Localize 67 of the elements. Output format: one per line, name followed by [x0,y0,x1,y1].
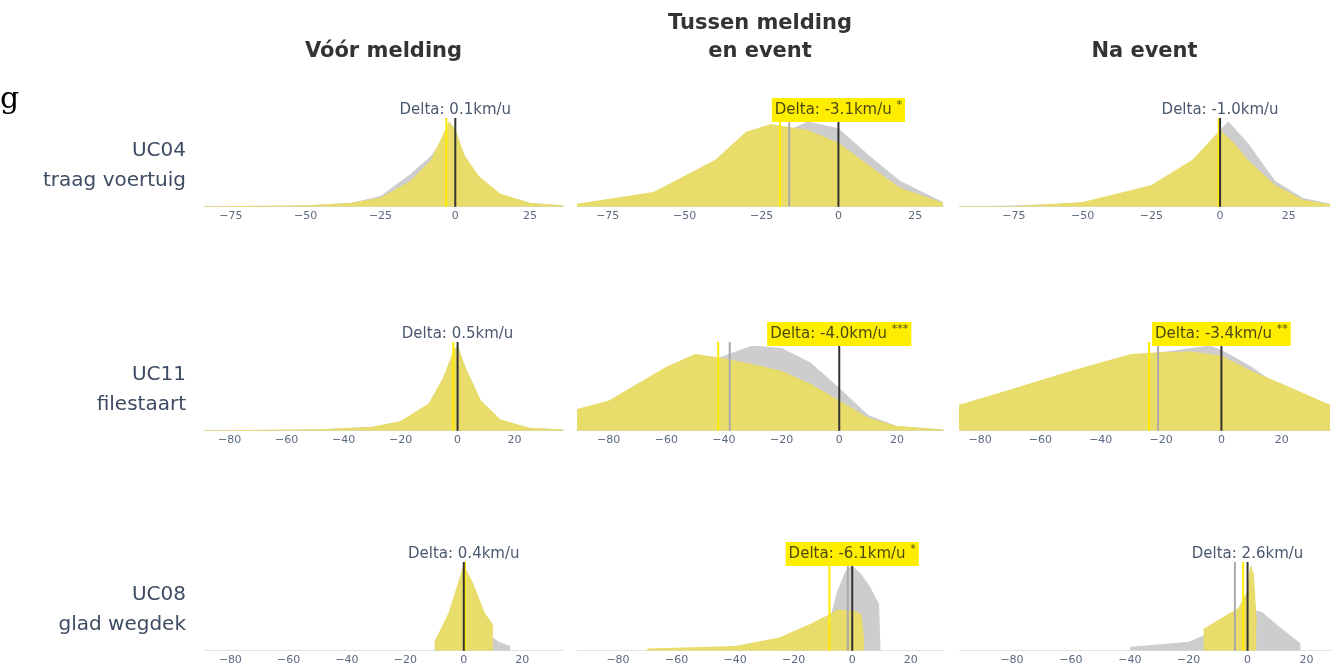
x-tick-label: −50 [294,209,318,223]
x-tick-label: −60 [1059,653,1083,667]
x-tick-label: 0 [834,209,842,223]
x-tick-label: −20 [782,653,806,667]
x-tick-label: 0 [848,653,856,667]
text: g [0,80,20,115]
x-tick-label: −60 [654,433,678,447]
chart-title: Vóór melding [303,37,464,64]
text: Delta: 2.6km/u [1191,543,1304,562]
x-tick-label: 25 [523,209,538,223]
x-tick-label: −20 [388,433,413,447]
chart-title: Tussen melding en event [667,9,853,64]
y-axis-title: UC04 traag voertuig [42,136,186,193]
x-tick-label: −40 [332,433,356,447]
x-tick-label: 20 [889,433,904,447]
x-tick-label: −40 [723,653,747,667]
text: Delta: -3.4km/u ** [1155,321,1289,342]
x-tick-label: 0 [460,653,468,667]
x-tick-label: 20 [1274,433,1289,447]
x-tick-label: −60 [275,433,299,447]
x-tick-label: 0 [1217,433,1225,447]
x-tick-label: 20 [903,653,918,667]
x-tick-label: −75 [596,209,620,223]
x-tick-label: −80 [968,433,992,447]
x-tick-label: −25 [368,209,393,223]
x-tick-label: −25 [749,209,774,223]
chart-title: Na event [1090,37,1199,64]
x-tick-label: 20 [1299,653,1314,667]
text: Delta: 0.4km/u [407,543,520,562]
x-tick-label: −50 [1071,209,1095,223]
y-axis-title: UC08 glad wegdek [57,580,186,637]
x-tick-label: −40 [1118,653,1142,667]
x-tick-label: −80 [218,653,242,667]
x-tick-label: −80 [597,433,621,447]
x-tick-label: −60 [277,653,301,667]
x-tick-label: −60 [664,653,689,667]
text: Delta: -1.0km/u [1161,99,1279,118]
y-axis-title: UC11 filestaart [95,360,186,417]
x-tick-label: −80 [218,433,242,447]
text: Delta: 0.5km/u [401,323,514,342]
x-tick-label: 0 [1244,653,1252,667]
x-tick-label: −80 [606,653,630,667]
x-tick-label: −20 [1177,653,1201,667]
x-tick-label: 0 [835,433,843,447]
x-tick-label: 0 [454,433,462,447]
x-tick-label: −20 [1149,433,1173,447]
text: Delta: -4.0km/u *** [770,321,909,342]
x-tick-label: 20 [515,653,530,667]
x-tick-label: −75 [1002,209,1026,223]
x-tick-label: −60 [1028,433,1053,447]
x-tick-label: −25 [1139,209,1163,223]
x-tick-label: 25 [1281,209,1296,223]
x-tick-label: −20 [770,433,794,447]
x-tick-label: 0 [451,209,459,223]
text: Delta: 0.1km/u [399,99,512,118]
text: Delta: -3.1km/u * [774,97,903,118]
x-tick-label: −40 [335,653,359,667]
x-tick-label: −50 [673,209,697,223]
x-tick-label: −20 [393,653,417,667]
text: Delta: -6.1km/u * [788,541,917,562]
x-tick-label: 20 [507,433,522,447]
x-tick-label: −40 [1089,433,1113,447]
x-tick-label: −80 [1000,653,1024,667]
x-tick-label: 0 [1216,209,1224,223]
x-tick-label: 25 [908,209,923,223]
x-tick-label: −75 [219,209,243,223]
x-tick-label: −40 [712,433,736,447]
